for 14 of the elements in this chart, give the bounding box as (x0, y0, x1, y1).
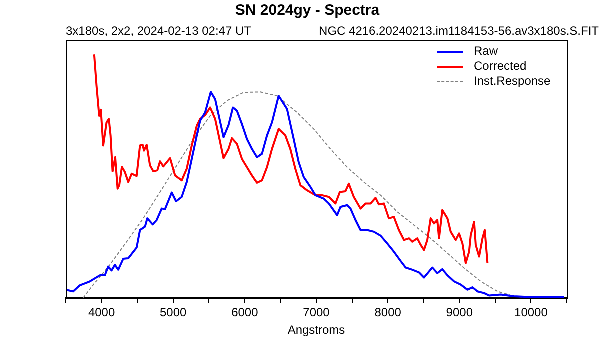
x-tick-label: 4000 (88, 306, 116, 320)
chart-title: SN 2024gy - Spectra (234, 2, 381, 19)
x-tick-label: 9000 (446, 306, 474, 320)
x-tick-label: 5000 (160, 306, 188, 320)
text: NGC 4216.20240213.im1184153-56.av3x180s.S.FIT (319, 24, 599, 38)
x-tick-label: 6000 (232, 306, 259, 320)
x-tick-label: 7000 (303, 306, 330, 320)
x-tick-label: 10000 (514, 306, 548, 320)
x-tick-label: 8000 (374, 306, 402, 320)
legend-label: Raw (474, 44, 498, 59)
x-axis-title: Angstroms (288, 323, 346, 338)
legend-label: Inst.Response (474, 74, 551, 89)
chart-subtitle: 3x180s, 2x2, 2024-02-13 02:47 UT (66, 24, 252, 38)
legend-label: Corrected (474, 59, 527, 74)
